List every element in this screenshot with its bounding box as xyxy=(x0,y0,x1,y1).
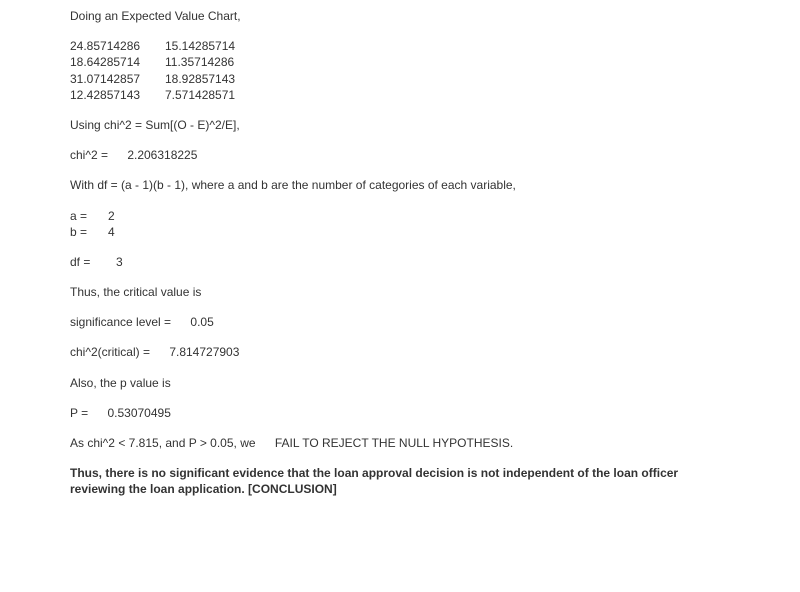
critical-intro: Thus, the critical value is xyxy=(70,284,730,300)
table-cell: 11.35714286 xyxy=(165,54,250,70)
conclusion: Thus, there is no significant evidence t… xyxy=(70,465,730,497)
table-row: 18.64285714 11.35714286 xyxy=(70,54,730,70)
b-label: b = xyxy=(70,224,98,240)
table-cell: 18.64285714 xyxy=(70,54,155,70)
df-value: 3 xyxy=(116,254,123,270)
sig-value: 0.05 xyxy=(190,315,213,329)
chi2-result: chi^2 = 2.206318225 xyxy=(70,147,730,163)
chi2-value: 2.206318225 xyxy=(127,148,197,162)
chi2-critical: chi^2(critical) = 7.814727903 xyxy=(70,344,730,360)
table-row: 24.85714286 15.14285714 xyxy=(70,38,730,54)
chi2crit-label: chi^2(critical) = xyxy=(70,345,153,359)
expected-value-heading: Doing an Expected Value Chart, xyxy=(70,8,730,24)
chi2crit-value: 7.814727903 xyxy=(169,345,239,359)
reject-text-2: FAIL TO REJECT THE NULL HYPOTHESIS. xyxy=(275,436,513,450)
table-cell: 7.571428571 xyxy=(165,87,250,103)
sig-label: significance level = xyxy=(70,315,174,329)
a-label: a = xyxy=(70,208,98,224)
table-cell: 12.42857143 xyxy=(70,87,155,103)
table-cell: 31.07142857 xyxy=(70,71,155,87)
reject-line: As chi^2 < 7.815, and P > 0.05, we FAIL … xyxy=(70,435,730,451)
df-result: df = 3 xyxy=(70,254,730,270)
reject-text-1: As chi^2 < 7.815, and P > 0.05, we xyxy=(70,436,259,450)
ab-values: a = 2 b = 4 xyxy=(70,208,730,240)
table-cell: 18.92857143 xyxy=(165,71,250,87)
b-value: 4 xyxy=(108,224,115,240)
chi-formula: Using chi^2 = Sum[(O - E)^2/E], xyxy=(70,117,730,133)
chi2-label: chi^2 = xyxy=(70,148,111,162)
table-cell: 15.14285714 xyxy=(165,38,250,54)
p-value-line: P = 0.53070495 xyxy=(70,405,730,421)
a-value: 2 xyxy=(108,208,115,224)
table-row: 12.42857143 7.571428571 xyxy=(70,87,730,103)
significance-level: significance level = 0.05 xyxy=(70,314,730,330)
p-label: P = xyxy=(70,406,91,420)
p-intro: Also, the p value is xyxy=(70,375,730,391)
df-formula: With df = (a - 1)(b - 1), where a and b … xyxy=(70,177,730,193)
table-cell: 24.85714286 xyxy=(70,38,155,54)
df-label: df = xyxy=(70,254,106,270)
p-value: 0.53070495 xyxy=(107,406,170,420)
expected-value-table: 24.85714286 15.14285714 18.64285714 11.3… xyxy=(70,38,730,103)
table-row: 31.07142857 18.92857143 xyxy=(70,71,730,87)
